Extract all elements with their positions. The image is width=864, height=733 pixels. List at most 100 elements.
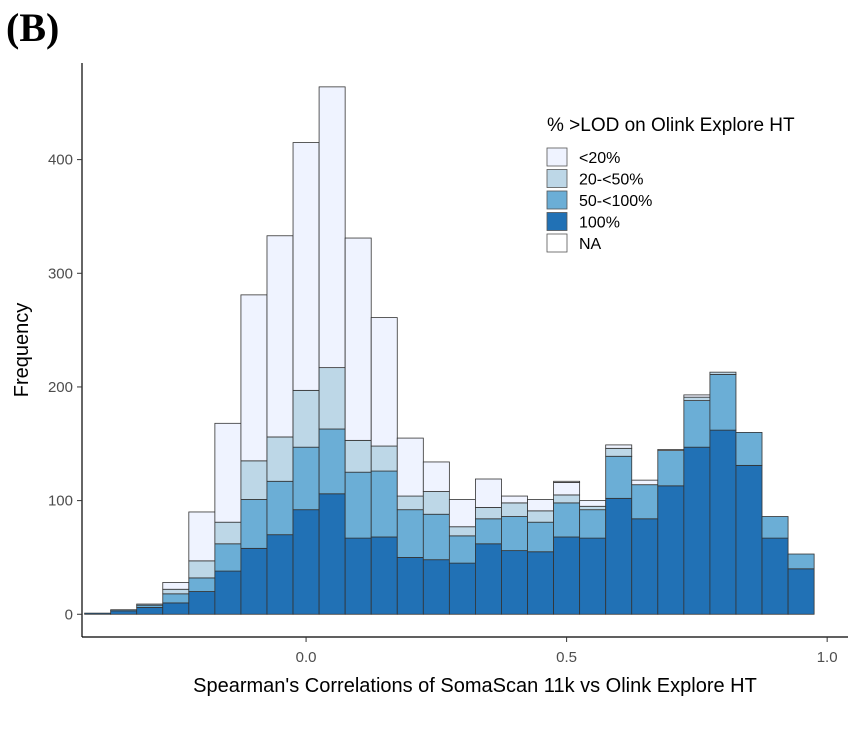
- legend-label-3: 100%: [579, 215, 620, 232]
- bar-segment-0-bin-5: [214, 570, 242, 615]
- bar-segment-0-bin-0: [84, 612, 112, 615]
- bar-segment-2-bin-12: [396, 495, 424, 511]
- bar-segment-0-bin-9: [318, 493, 346, 615]
- y-tick-label-0: 0: [65, 606, 73, 623]
- bar-segment-2-bin-24: [709, 371, 737, 375]
- bar-segment-2-bin-17: [527, 510, 554, 523]
- bar-segment-0-bin-21: [631, 518, 659, 615]
- bar-segment-3-bin-3: [162, 582, 190, 590]
- legend-swatch-1: [546, 169, 568, 188]
- legend-label-4: NA: [579, 236, 602, 253]
- bar-segment-0-bin-26: [761, 537, 789, 615]
- bar-segment-4-bin-18: [553, 480, 581, 483]
- bar-segment-1-bin-15: [475, 518, 502, 545]
- bar-segment-3-bin-13: [422, 461, 450, 492]
- bar-segment-2-bin-4: [188, 560, 216, 579]
- bar-segment-1-bin-4: [188, 577, 216, 592]
- bar-segment-2-bin-23: [683, 396, 711, 401]
- bar-segment-0-bin-19: [579, 537, 607, 615]
- bar-segment-0-bin-16: [501, 550, 528, 615]
- bar-segment-3-bin-19: [579, 500, 607, 507]
- bar-segment-2-bin-10: [344, 439, 372, 473]
- bar-segment-3-bin-21: [631, 479, 659, 486]
- bar-segment-1-bin-14: [448, 535, 476, 564]
- x-tick-label-2: 1.0: [817, 649, 838, 666]
- bar-segment-1-bin-21: [631, 484, 659, 520]
- bar-segment-1-bin-25: [735, 432, 763, 466]
- bar-segment-3-bin-8: [292, 142, 320, 391]
- x-tick-label-0: 0.0: [296, 649, 317, 666]
- legend-label-1: 20-<50%: [579, 172, 644, 189]
- bar-segment-2-bin-6: [240, 460, 268, 500]
- bar-segment-0-bin-23: [683, 446, 711, 615]
- y-tick-label-2: 200: [48, 379, 73, 396]
- bar-segment-0-bin-6: [240, 547, 268, 615]
- y-axis-title: Frequency: [11, 303, 33, 398]
- bar-segment-2-bin-20: [605, 447, 633, 457]
- bar-segment-2-bin-15: [475, 507, 502, 520]
- bar-segment-1-bin-23: [683, 400, 711, 448]
- bar-segment-3-bin-18: [553, 482, 581, 496]
- bar-segment-0-bin-24: [709, 429, 737, 615]
- bar-segment-1-bin-18: [553, 502, 581, 538]
- bar-segment-3-bin-10: [344, 237, 372, 441]
- bar-segment-0-bin-8: [292, 509, 320, 615]
- legend-swatch-2: [546, 190, 568, 210]
- bar-segment-3-bin-23: [683, 394, 711, 398]
- bar-segment-1-bin-6: [240, 499, 268, 549]
- bar-segment-1-bin-19: [579, 509, 607, 539]
- bar-segment-1-bin-3: [162, 593, 190, 604]
- bar-segment-0-bin-3: [162, 602, 190, 615]
- bars-layer: [84, 86, 815, 615]
- bar-segment-0-bin-15: [475, 543, 502, 615]
- y-tick-label-3: 300: [48, 265, 73, 282]
- bar-segment-3-bin-20: [605, 444, 633, 449]
- legend-label-2: 50-<100%: [579, 193, 652, 210]
- bar-segment-1-bin-20: [605, 455, 633, 499]
- bar-segment-3-bin-5: [214, 422, 242, 523]
- bar-segment-0-bin-20: [605, 497, 633, 615]
- bar-segment-2-bin-16: [501, 502, 528, 517]
- bar-segment-2-bin-7: [266, 436, 294, 482]
- bar-segment-1-bin-8: [292, 446, 320, 511]
- bar-segment-0-bin-10: [344, 537, 372, 615]
- bar-segment-3-bin-14: [448, 499, 476, 528]
- bar-segment-2-bin-9: [318, 367, 346, 430]
- bar-segment-1-bin-13: [422, 513, 450, 561]
- bar-segment-0-bin-25: [735, 464, 763, 615]
- bar-segment-3-bin-7: [266, 235, 294, 438]
- x-tick-label-1: 0.5: [556, 649, 577, 666]
- bar-segment-3-bin-4: [188, 511, 216, 562]
- legend-title: % >LOD on Olink Explore HT: [547, 115, 795, 136]
- bar-segment-1-bin-7: [266, 480, 294, 536]
- bar-segment-2-bin-14: [448, 526, 476, 537]
- bar-segment-1-bin-22: [657, 450, 685, 487]
- bar-segment-1-bin-5: [214, 543, 242, 572]
- bar-segment-4-bin-22: [657, 449, 685, 451]
- bar-segment-0-bin-1: [110, 610, 138, 615]
- bar-segment-1-bin-9: [318, 428, 346, 495]
- bar-segment-0-bin-18: [553, 536, 581, 615]
- bar-segment-0-bin-22: [657, 485, 685, 615]
- panel-label: (B): [6, 5, 60, 50]
- legend: % >LOD on Olink Explore HT <20% 20-<50% 50-…: [546, 115, 795, 253]
- bar-segment-0-bin-14: [448, 562, 476, 615]
- bar-segment-1-bin-27: [787, 553, 815, 570]
- x-axis-title: Spearman's Correlations of SomaScan 11k …: [193, 675, 757, 697]
- bar-segment-3-bin-17: [527, 499, 554, 512]
- legend-label-0: <20%: [579, 150, 620, 167]
- bar-segment-0-bin-12: [396, 557, 424, 615]
- bar-segment-0-bin-7: [266, 534, 294, 615]
- bar-segment-0-bin-4: [188, 591, 216, 615]
- bar-segment-2-bin-5: [214, 521, 242, 545]
- legend-swatch-3: [546, 212, 568, 231]
- bar-segment-3-bin-9: [318, 86, 346, 369]
- bar-segment-3-bin-12: [396, 437, 424, 497]
- bar-segment-2-bin-13: [422, 491, 450, 515]
- bar-segment-1-bin-11: [370, 470, 398, 538]
- bar-segment-0-bin-11: [370, 536, 398, 615]
- bar-segment-2-bin-2: [136, 603, 164, 606]
- bar-segment-0-bin-17: [527, 551, 554, 615]
- bar-segment-3-bin-16: [501, 495, 528, 504]
- bar-segment-2-bin-3: [162, 588, 190, 595]
